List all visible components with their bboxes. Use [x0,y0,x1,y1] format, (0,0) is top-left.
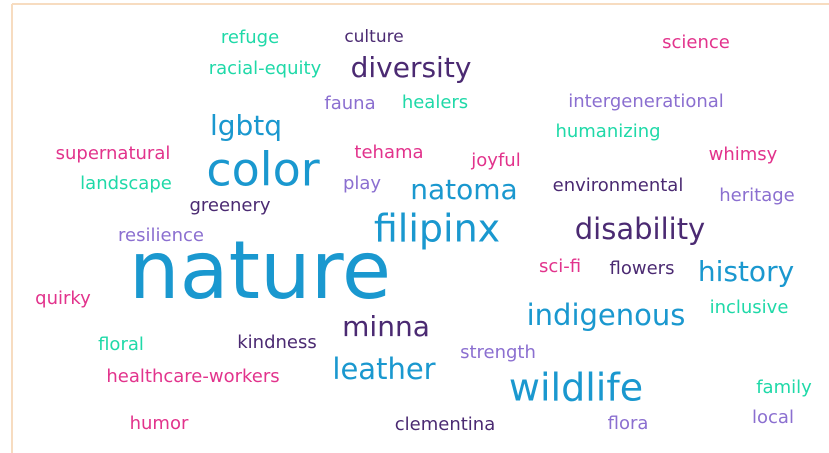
word: healthcare-workers [106,366,279,387]
word: environmental [553,175,684,196]
word: humor [130,413,189,434]
word: culture [344,27,403,47]
word: racial-equity [209,58,322,79]
word: disability [575,212,705,246]
word: healers [402,92,468,113]
word: color [206,143,319,197]
word: filipinx [374,207,500,251]
word: sci-fi [539,256,581,277]
word: tehama [354,142,423,163]
word: nature [129,224,391,317]
word: wildlife [509,366,643,410]
word: strength [460,342,536,363]
word: lgbtq [210,109,282,142]
word: leather [332,352,435,386]
word: humanizing [555,121,660,142]
word: flora [608,413,649,434]
word: landscape [80,173,172,194]
word: fauna [324,93,375,114]
word: science [662,32,730,53]
word: whimsy [709,144,778,165]
word: minna [342,310,430,343]
word: resilience [118,225,204,246]
word: family [756,377,812,398]
word: quirky [35,288,91,309]
word: joyful [470,150,520,171]
word: kindness [237,332,317,353]
word: flowers [610,258,675,279]
word: local [752,407,794,428]
word: natoma [410,173,517,206]
word: clementina [395,414,496,435]
word: floral [98,334,144,355]
word: inclusive [710,297,789,318]
word: intergenerational [568,91,724,112]
word: refuge [221,27,279,48]
word: history [698,255,794,288]
word: greenery [189,195,270,216]
word: play [343,173,381,194]
word: heritage [719,185,794,206]
word: diversity [351,51,472,84]
word: supernatural [56,143,171,164]
word: indigenous [527,298,686,332]
